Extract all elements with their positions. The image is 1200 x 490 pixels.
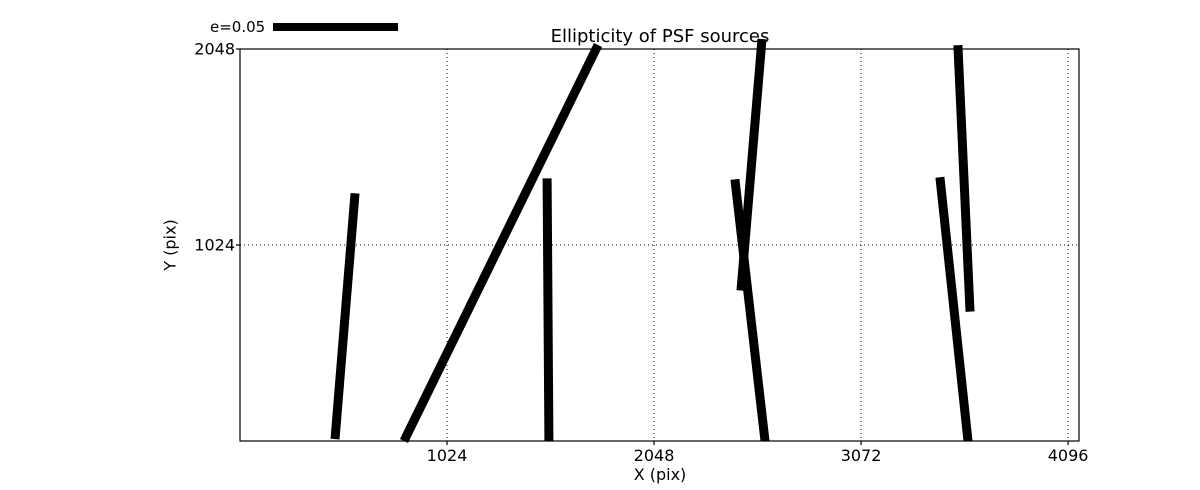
ellipticity-stick (330, 192, 360, 440)
x-tick-label: 1024 (426, 446, 468, 465)
y-tick-label: 1024 (194, 235, 235, 255)
legend: e=0.05 (210, 18, 399, 36)
x-tick-label: 2048 (633, 446, 675, 465)
x-axis-label: X (pix) (633, 465, 687, 484)
y-axis-label: Y (pix) (160, 219, 180, 271)
y-tick-label: 2048 (194, 39, 235, 59)
legend-stick-swatch (273, 23, 399, 31)
ellipticity-stick (730, 178, 770, 442)
chart-title: Ellipticity of PSF sources (550, 26, 770, 47)
legend-label: e=0.05 (210, 18, 266, 36)
ellipticity-stick (542, 178, 554, 442)
ellipticity-stick (953, 44, 975, 312)
x-tick-label: 3072 (840, 446, 882, 465)
x-tick-label: 4096 (1047, 446, 1089, 465)
axes-box (239, 48, 1080, 442)
ellipticity-stick (935, 176, 973, 442)
ellipticity-stick (399, 43, 603, 443)
